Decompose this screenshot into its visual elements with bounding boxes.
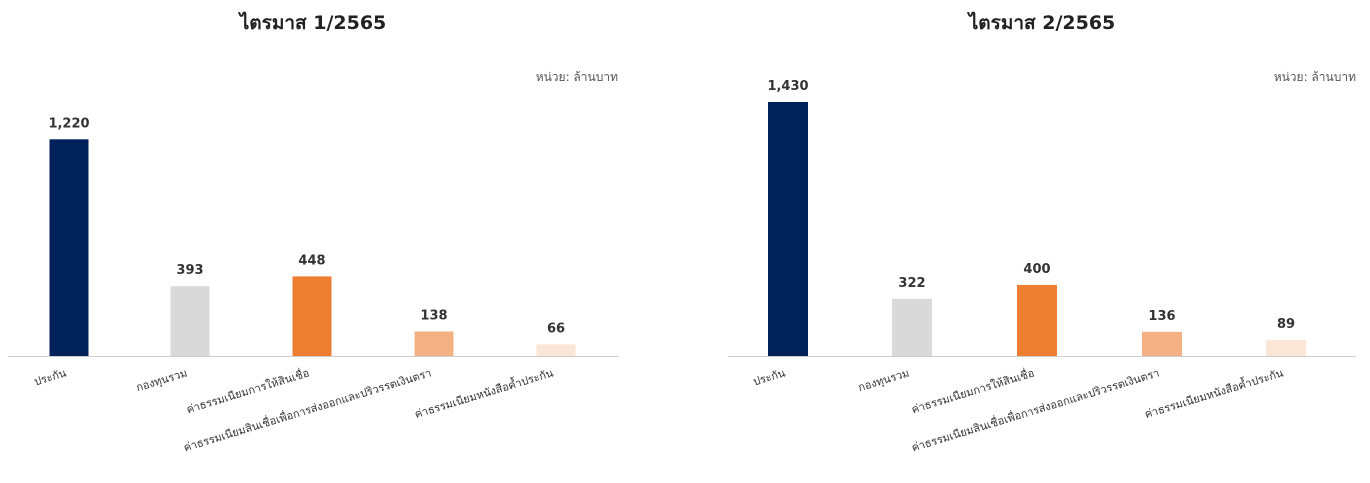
category-label: ค่าธรรมเนียมหนังสือค้ำประกัน bbox=[1143, 364, 1286, 421]
unit-label: หน่วย: ล้านบาท bbox=[1273, 70, 1356, 84]
data-label: 448 bbox=[298, 253, 325, 268]
category-label: ค่าธรรมเนียมหนังสือค้ำประกัน bbox=[413, 364, 556, 421]
bar bbox=[1142, 331, 1182, 356]
unit-label: หน่วย: ล้านบาท bbox=[535, 70, 618, 84]
category-label: กองทุนรวม bbox=[135, 366, 189, 394]
bar bbox=[414, 331, 454, 356]
data-label: 322 bbox=[898, 276, 925, 291]
bar bbox=[170, 286, 210, 356]
category-label: กองทุนรวม bbox=[857, 366, 911, 394]
chart-title: ไตรมาส 1/2565 bbox=[239, 12, 387, 34]
category-label: ประกัน bbox=[752, 366, 788, 388]
bar bbox=[1266, 340, 1306, 356]
data-label: 89 bbox=[1277, 317, 1295, 332]
bar bbox=[292, 276, 332, 356]
chart-title: ไตรมาส 2/2565 bbox=[968, 12, 1116, 34]
data-label: 136 bbox=[1148, 309, 1175, 324]
bar bbox=[1017, 284, 1057, 356]
bar bbox=[49, 139, 89, 356]
chart-panel-q2: ไตรมาส 2/2565 หน่วย: ล้านบาท 1,430 ประกัน… bbox=[728, 0, 1356, 483]
data-label: 66 bbox=[547, 321, 565, 336]
data-label: 1,430 bbox=[767, 79, 808, 94]
data-label: 393 bbox=[176, 263, 203, 278]
chart-panel-q1: ไตรมาส 1/2565 หน่วย: ล้านบาท 1,220 ประกัน… bbox=[8, 0, 618, 483]
data-label: 1,220 bbox=[48, 116, 89, 131]
bar bbox=[536, 344, 576, 356]
category-label: ประกัน bbox=[33, 366, 69, 388]
data-label: 400 bbox=[1023, 262, 1050, 277]
data-label: 138 bbox=[420, 308, 447, 323]
bar bbox=[768, 102, 808, 356]
bar-chart-q2: 1,430ประกัน322กองทุนรวม400ค่าธรรมเนียมกา… bbox=[728, 79, 1356, 454]
bar-chart-q1: 1,220ประกัน393กองทุนรวม448ค่าธรรมเนียมกา… bbox=[8, 116, 618, 454]
bar bbox=[892, 298, 932, 356]
